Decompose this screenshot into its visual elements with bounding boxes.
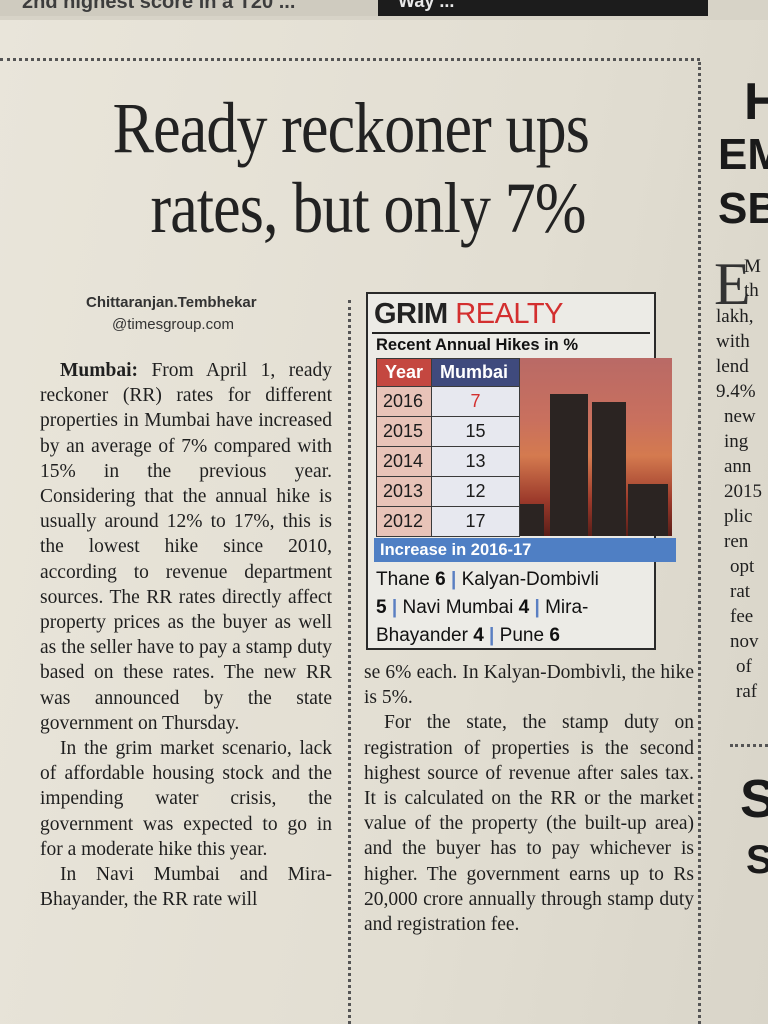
tower-silhouette bbox=[628, 484, 668, 536]
right-column-head: EM bbox=[718, 130, 768, 179]
increase-value: 4 bbox=[473, 625, 484, 646]
increase-place: Thane bbox=[376, 569, 430, 590]
table-row: 2015 15 bbox=[375, 416, 521, 447]
increase-list: Thane 6 | Kalyan-Dombivli 5 | Navi Mumba… bbox=[376, 566, 676, 650]
right-column-line: of bbox=[736, 656, 752, 677]
separator: | bbox=[489, 625, 495, 646]
increase-place: Kalyan-Dombivli bbox=[461, 569, 599, 590]
article-paragraph: In the grim market scenario, lack of aff… bbox=[40, 738, 332, 860]
table-cell-year: 2016 bbox=[375, 386, 433, 417]
increase-value: 6 bbox=[435, 569, 446, 590]
column-dotted-rule-right bbox=[698, 62, 701, 1024]
top-strip-left: 2nd highest score in a T20 ... bbox=[0, 0, 378, 16]
table-header-mumbai: Mumbai bbox=[431, 358, 521, 387]
right-column-line: plic bbox=[724, 506, 753, 527]
infobox-title: GRIM REALTY bbox=[374, 296, 563, 332]
increase-value: 4 bbox=[518, 597, 530, 618]
infobox-subtitle: Recent Annual Hikes in % bbox=[376, 336, 579, 354]
right-column-line: lakh, bbox=[716, 306, 754, 327]
right-column-line: fee bbox=[730, 606, 754, 627]
table-cell-value: 7 bbox=[431, 386, 521, 417]
byline: Chittaranjan.Tembhekar @timesgroup.com bbox=[86, 292, 257, 336]
table-row: 2014 13 bbox=[375, 446, 521, 477]
table-row: 2016 7 bbox=[375, 386, 521, 417]
byline-handle: @timesgroup.com bbox=[112, 316, 234, 333]
right-column-line: 2015 bbox=[724, 481, 762, 502]
table-row: 2013 12 bbox=[375, 476, 521, 507]
right-column-line: new bbox=[724, 406, 756, 427]
article-paragraph: For the state, the stamp duty on registr… bbox=[364, 712, 694, 936]
tower-silhouette bbox=[550, 394, 588, 536]
right-column-head: SB bbox=[718, 184, 768, 233]
byline-name: Chittaranjan.Tembhekar bbox=[86, 294, 257, 311]
increase-value: 6 bbox=[549, 625, 560, 646]
right-column-head: S bbox=[740, 769, 768, 829]
table-cell-value: 17 bbox=[431, 506, 521, 537]
tower-silhouette bbox=[592, 402, 626, 536]
infobox-title-realty: REALTY bbox=[455, 298, 563, 330]
infobox-title-grim: GRIM bbox=[374, 298, 448, 330]
article-paragraph-text: From April 1, ready reckoner (RR) rates … bbox=[40, 360, 332, 734]
article-column-left: Mumbai: From April 1, ready reckoner (RR… bbox=[40, 358, 332, 912]
table-cell-value: 15 bbox=[431, 416, 521, 447]
grim-realty-infobox: GRIM REALTY Recent Annual Hikes in % Yea… bbox=[366, 292, 676, 650]
right-column-line: with bbox=[716, 331, 750, 352]
right-column-line: opt bbox=[730, 556, 755, 577]
right-column-line: rat bbox=[730, 581, 751, 602]
increase-place: Pune bbox=[499, 625, 545, 646]
top-dotted-rule bbox=[0, 58, 700, 61]
table-cell-year: 2013 bbox=[375, 476, 433, 507]
right-column-head: H bbox=[744, 73, 768, 131]
increase-place: Mira-Bhayander bbox=[376, 597, 589, 646]
table-cell-value: 13 bbox=[431, 446, 521, 477]
right-column-line: lend bbox=[716, 356, 749, 377]
table-cell-value: 12 bbox=[431, 476, 521, 507]
infobox-rule bbox=[372, 332, 650, 334]
table-header-year: Year bbox=[375, 358, 433, 387]
right-column-line: 9.4% bbox=[716, 381, 756, 402]
article-paragraph: se 6% each. In Kalyan-Dombivli, the hike… bbox=[364, 662, 694, 709]
table-cell-year: 2012 bbox=[375, 506, 433, 537]
annual-hikes-table: Year Mumbai 2016 7 2015 15 2014 13 bbox=[375, 358, 521, 537]
separator: | bbox=[451, 569, 457, 590]
increase-place: Navi Mumbai bbox=[402, 597, 514, 618]
increase-value: 5 bbox=[376, 597, 387, 618]
right-column-line: nov bbox=[730, 631, 759, 652]
headline: Ready reckoner ups rates, but only 7% bbox=[24, 88, 678, 248]
right-column-line: M bbox=[744, 256, 761, 277]
top-strip: 2nd highest score in a T20 ... Way ... bbox=[0, 0, 768, 20]
article-paragraph: In Navi Mumbai and Mira-Bhayander, the R… bbox=[40, 864, 332, 911]
top-strip-right-text: Way ... bbox=[398, 0, 455, 11]
right-column-line: raf bbox=[736, 681, 758, 702]
table-cell-year: 2014 bbox=[375, 446, 433, 477]
article-paragraph: Mumbai: From April 1, ready reckoner (RR… bbox=[40, 358, 332, 736]
article-column-middle: se 6% each. In Kalyan-Dombivli, the hike… bbox=[364, 660, 694, 937]
separator: | bbox=[534, 597, 540, 618]
table-row: 2012 17 bbox=[375, 506, 521, 537]
table-cell-year: 2015 bbox=[375, 416, 433, 447]
top-strip-right: Way ... bbox=[378, 0, 708, 16]
top-strip-left-text: 2nd highest score in a T20 ... bbox=[22, 0, 296, 13]
increase-bar: Increase in 2016-17 bbox=[374, 538, 676, 562]
right-column-head: S bbox=[746, 838, 768, 882]
right-column-line: th bbox=[744, 280, 759, 301]
dateline: Mumbai: bbox=[60, 360, 138, 381]
headline-line-1: Ready reckoner ups bbox=[112, 88, 590, 168]
right-column-line: ing bbox=[724, 431, 749, 452]
right-column-line: ren bbox=[724, 531, 749, 552]
separator: | bbox=[391, 597, 398, 618]
right-column-line: ann bbox=[724, 456, 752, 477]
column-dotted-rule-left bbox=[348, 300, 351, 1024]
skyline-photo bbox=[514, 358, 672, 536]
table-header-row: Year Mumbai bbox=[375, 358, 521, 387]
headline-line-2: rates, but only 7% bbox=[150, 168, 586, 248]
right-column-dropcap: E bbox=[714, 251, 751, 317]
right-column-dotted-rule bbox=[730, 744, 768, 747]
